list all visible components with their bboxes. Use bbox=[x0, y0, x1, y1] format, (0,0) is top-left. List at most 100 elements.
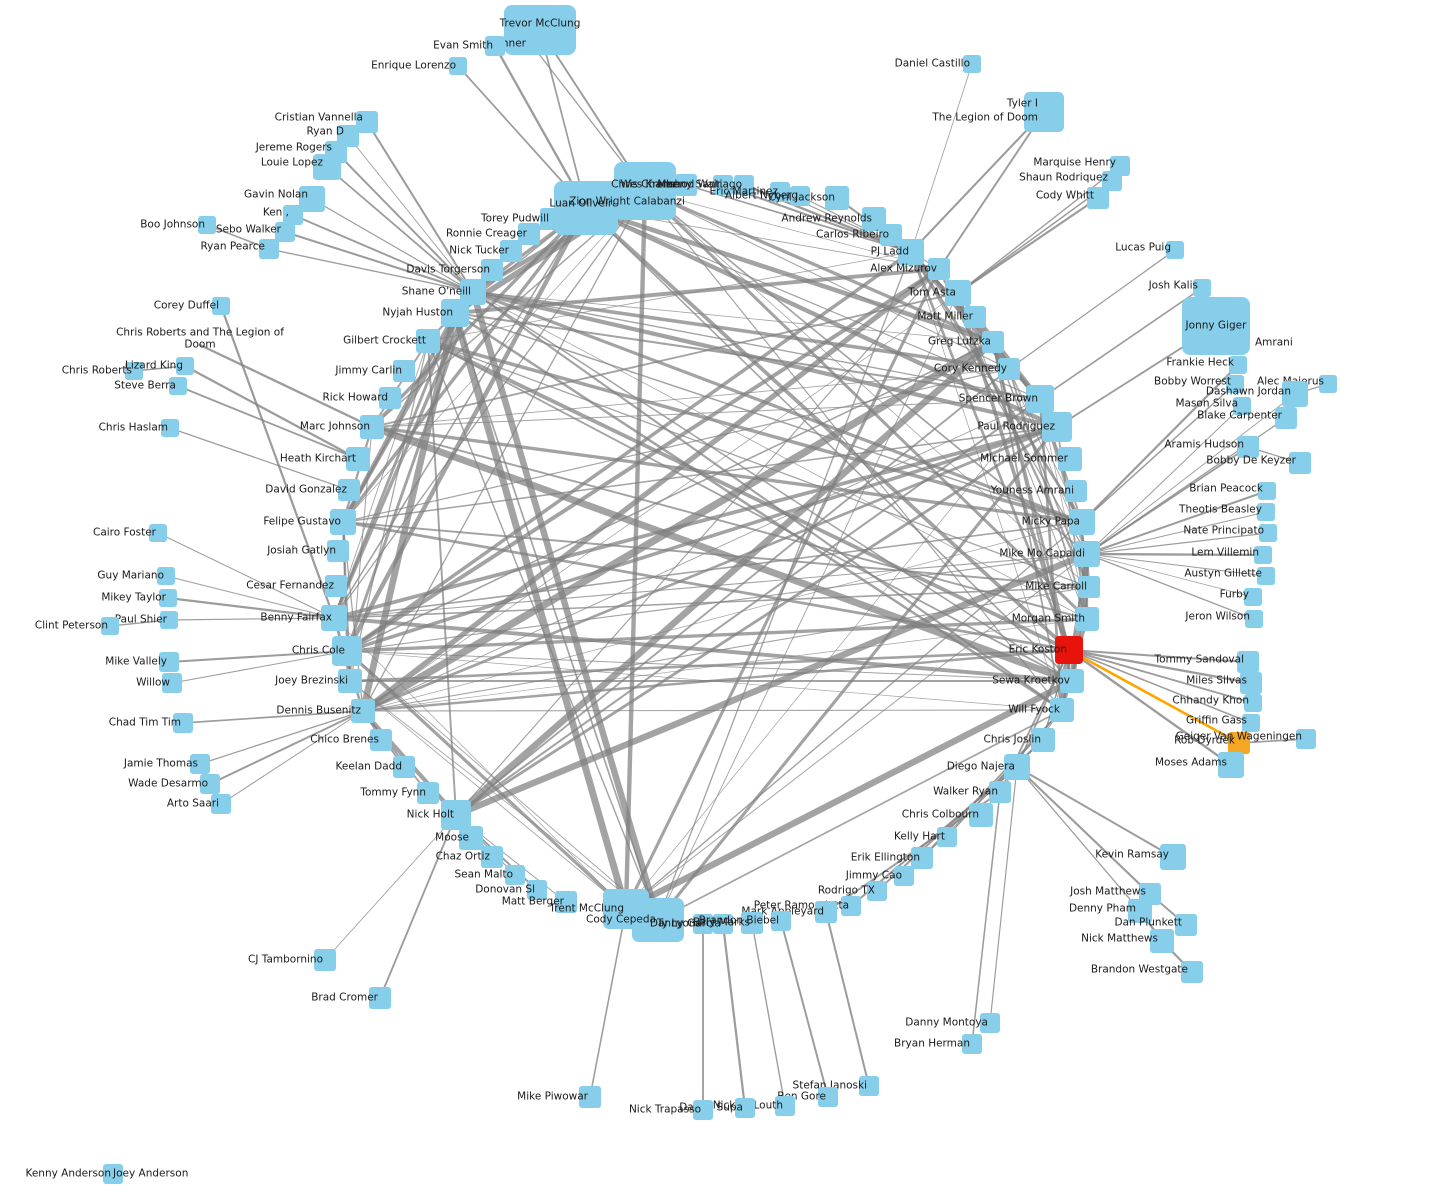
graph-node[interactable] bbox=[1150, 929, 1174, 953]
graph-node[interactable] bbox=[1228, 732, 1250, 754]
graph-node[interactable] bbox=[1031, 728, 1055, 752]
graph-node[interactable] bbox=[283, 205, 303, 225]
graph-node[interactable] bbox=[1182, 297, 1250, 355]
graph-node[interactable] bbox=[693, 1100, 713, 1120]
graph-node[interactable] bbox=[346, 447, 370, 471]
graph-node[interactable] bbox=[1074, 541, 1100, 567]
graph-node[interactable] bbox=[1245, 610, 1263, 628]
graph-node[interactable] bbox=[741, 912, 763, 934]
graph-node[interactable] bbox=[169, 377, 187, 395]
graph-node[interactable] bbox=[1257, 503, 1275, 521]
graph-node[interactable] bbox=[159, 652, 179, 672]
graph-node[interactable] bbox=[1257, 567, 1275, 585]
graph-node[interactable] bbox=[356, 111, 378, 133]
graph-node[interactable] bbox=[555, 891, 577, 913]
graph-node[interactable] bbox=[614, 162, 676, 220]
graph-node[interactable] bbox=[989, 781, 1011, 803]
graph-node[interactable] bbox=[867, 881, 887, 901]
graph-node[interactable] bbox=[351, 699, 375, 723]
graph-node[interactable] bbox=[1282, 381, 1308, 407]
graph-node[interactable] bbox=[162, 673, 182, 693]
graph-node[interactable] bbox=[393, 360, 415, 382]
graph-node[interactable] bbox=[1166, 241, 1184, 259]
graph-node[interactable] bbox=[1069, 509, 1095, 535]
graph-node[interactable] bbox=[945, 280, 971, 306]
graph-node[interactable] bbox=[1193, 279, 1211, 297]
graph-node[interactable] bbox=[1237, 651, 1259, 673]
graph-node[interactable] bbox=[735, 1098, 755, 1118]
graph-node[interactable] bbox=[441, 299, 469, 327]
graph-node[interactable] bbox=[911, 847, 933, 869]
graph-node[interactable] bbox=[379, 387, 401, 409]
graph-node[interactable] bbox=[459, 826, 483, 850]
graph-node[interactable] bbox=[1296, 729, 1316, 749]
graph-node[interactable] bbox=[818, 1087, 838, 1107]
graph-node[interactable] bbox=[125, 362, 143, 380]
graph-node[interactable] bbox=[485, 36, 505, 56]
graph-node[interactable] bbox=[1075, 607, 1099, 631]
graph-node[interactable] bbox=[1244, 694, 1262, 712]
graph-node[interactable] bbox=[1024, 92, 1064, 132]
graph-node[interactable] bbox=[1181, 961, 1203, 983]
graph-node[interactable] bbox=[173, 713, 193, 733]
graph-node[interactable] bbox=[1065, 480, 1087, 502]
graph-node[interactable] bbox=[713, 914, 733, 934]
graph-node[interactable] bbox=[103, 1164, 123, 1184]
graph-node[interactable] bbox=[1050, 698, 1074, 722]
graph-node[interactable] bbox=[500, 240, 522, 262]
graph-node[interactable] bbox=[982, 331, 1004, 353]
graph-node[interactable] bbox=[160, 611, 178, 629]
graph-node[interactable] bbox=[1242, 714, 1260, 732]
graph-node[interactable] bbox=[157, 567, 175, 585]
graph-node[interactable] bbox=[963, 55, 981, 73]
graph-node[interactable] bbox=[998, 358, 1020, 380]
graph-node[interactable] bbox=[859, 1076, 879, 1096]
graph-node[interactable] bbox=[190, 754, 210, 774]
graph-node[interactable] bbox=[1087, 187, 1109, 209]
graph-node[interactable] bbox=[1258, 482, 1276, 500]
graph-node[interactable] bbox=[980, 1013, 1000, 1033]
graph-node[interactable] bbox=[176, 357, 194, 375]
graph-node[interactable] bbox=[1229, 356, 1247, 374]
graph-node[interactable] bbox=[275, 222, 295, 242]
graph-node[interactable] bbox=[259, 239, 279, 259]
graph-node[interactable] bbox=[313, 154, 341, 180]
graph-node[interactable] bbox=[1026, 385, 1054, 413]
graph-node[interactable] bbox=[937, 827, 957, 847]
graph-node[interactable] bbox=[299, 186, 325, 212]
graph-node[interactable] bbox=[1128, 899, 1152, 923]
graph-node[interactable] bbox=[481, 846, 503, 868]
graph-node[interactable] bbox=[771, 911, 791, 931]
graph-node[interactable] bbox=[775, 1096, 795, 1116]
graph-node[interactable] bbox=[1244, 588, 1262, 606]
graph-node[interactable] bbox=[1078, 576, 1100, 598]
graph-node[interactable] bbox=[416, 329, 440, 353]
graph-node[interactable] bbox=[1240, 672, 1262, 694]
graph-node[interactable] bbox=[1233, 397, 1251, 415]
graph-node[interactable] bbox=[1259, 524, 1277, 542]
graph-node[interactable] bbox=[841, 896, 861, 916]
graph-node[interactable] bbox=[149, 524, 167, 542]
graph-node[interactable] bbox=[325, 575, 347, 597]
graph-node[interactable] bbox=[211, 794, 231, 814]
graph-node[interactable] bbox=[1102, 171, 1122, 191]
graph-node[interactable] bbox=[579, 1086, 601, 1108]
graph-node[interactable] bbox=[554, 181, 618, 235]
graph-node[interactable] bbox=[1004, 754, 1030, 780]
graph-node[interactable] bbox=[332, 636, 362, 666]
graph-node[interactable] bbox=[505, 865, 525, 885]
graph-node[interactable] bbox=[962, 1034, 982, 1054]
graph-node[interactable] bbox=[894, 866, 914, 886]
graph-node[interactable] bbox=[1060, 669, 1084, 693]
graph-node[interactable] bbox=[161, 419, 179, 437]
graph-node[interactable] bbox=[370, 729, 392, 751]
graph-node[interactable] bbox=[632, 898, 684, 942]
graph-node[interactable] bbox=[518, 223, 540, 245]
graph-node[interactable] bbox=[449, 57, 467, 75]
graph-node[interactable] bbox=[504, 5, 576, 55]
graph-node[interactable] bbox=[200, 774, 220, 794]
graph-node[interactable] bbox=[1275, 407, 1297, 429]
graph-node[interactable] bbox=[693, 914, 713, 934]
graph-node[interactable] bbox=[540, 208, 562, 230]
